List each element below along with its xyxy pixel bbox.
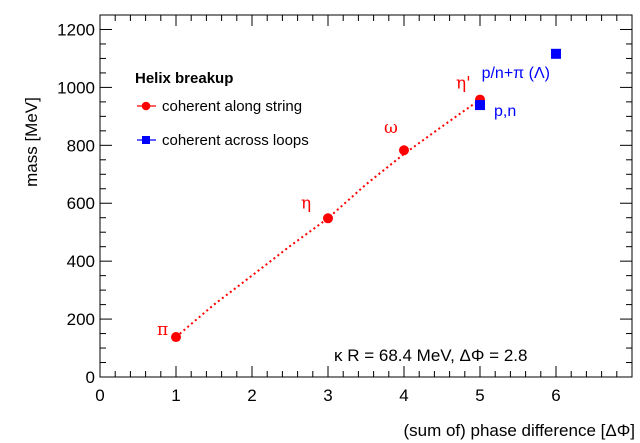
legend-marker-circle: [141, 101, 151, 111]
axes: 0 1 2 3 4 5 6 0 200 400 600 800 1000 1200: [57, 14, 633, 405]
x-tick-label: 5: [475, 386, 484, 405]
x-tick-label: 4: [399, 386, 408, 405]
y-tick-label: 1000: [57, 78, 95, 97]
legend-label-along: coherent along string: [162, 98, 302, 115]
point-label: p,n: [494, 103, 516, 120]
annotation-text: κ R = 68.4 MeV, ΔΦ = 2.8: [334, 346, 527, 365]
legend-entry-across: coherent across loops: [137, 132, 309, 149]
x-tick-label: 6: [551, 386, 560, 405]
point-marker: [399, 145, 409, 156]
y-tick-label: 0: [86, 368, 95, 387]
y-tick-label: 400: [67, 252, 95, 271]
y-tick-label: 1200: [57, 20, 95, 39]
y-tick-label: 200: [67, 310, 95, 329]
point-marker: [323, 213, 333, 224]
legend-entry-along: coherent along string: [137, 98, 302, 115]
point-marker: [475, 100, 485, 111]
point-label: ω: [384, 118, 398, 138]
point-marker: [171, 332, 181, 343]
legend-label-across: coherent across loops: [162, 132, 309, 149]
point-label: p/n+π (Λ): [482, 65, 550, 82]
fit-curve: [175, 98, 481, 338]
y-axis-title: mass [MeV]: [22, 97, 41, 187]
point-label: η': [456, 74, 471, 94]
x-tick-label: 0: [95, 386, 104, 405]
point-label: η: [301, 193, 311, 213]
point-label: π: [157, 320, 168, 340]
legend-marker-square: [142, 136, 150, 144]
fit-curve-group: [175, 98, 481, 338]
data-points: π η ω η' p,n p/n+π (Λ): [157, 48, 561, 343]
y-tick-label: 800: [67, 136, 95, 155]
x-tick-label: 1: [171, 386, 180, 405]
plot-frame: [99, 14, 633, 378]
x-axis-title: (sum of) phase difference [ΔΦ]: [403, 421, 635, 440]
point-marker: [551, 48, 561, 59]
x-tick-label: 2: [247, 386, 256, 405]
legend-title: Helix breakup: [135, 70, 233, 87]
x-tick-label: 3: [323, 386, 332, 405]
y-tick-label: 600: [67, 194, 95, 213]
legend: Helix breakup coherent along string cohe…: [135, 70, 309, 149]
